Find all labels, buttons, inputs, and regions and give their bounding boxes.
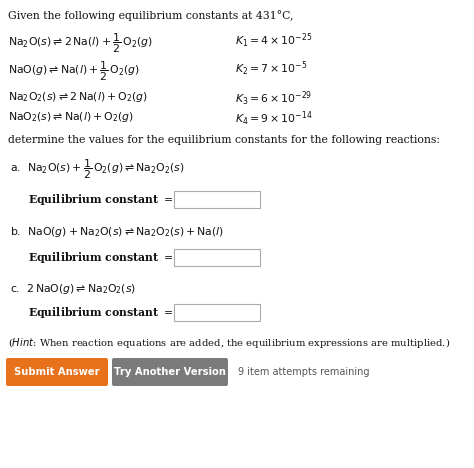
FancyBboxPatch shape	[6, 358, 108, 386]
Text: ($\mathit{Hint}$: When reaction equations are added, the equilibrium expressions: ($\mathit{Hint}$: When reaction equation…	[8, 336, 450, 350]
Text: 9 item attempts remaining: 9 item attempts remaining	[238, 367, 370, 377]
Text: $\mathrm{Na_2O_2}(s) \rightleftharpoons 2\,\mathrm{Na}(l) + \mathrm{O_2}(g)$: $\mathrm{Na_2O_2}(s) \rightleftharpoons …	[8, 90, 148, 104]
Text: Given the following equilibrium constants at 431°C,: Given the following equilibrium constant…	[8, 10, 293, 21]
Text: $K_2 = 7 \times 10^{-5}$: $K_2 = 7 \times 10^{-5}$	[235, 60, 308, 79]
Text: c.  $2\,\mathrm{NaO}(g) \rightleftharpoons \mathrm{Na_2O_2}(s)$: c. $2\,\mathrm{NaO}(g) \rightleftharpoon…	[10, 282, 136, 296]
Text: Equilibrium constant $=$: Equilibrium constant $=$	[28, 305, 173, 320]
Text: $\mathrm{Na_2O}(s) \rightleftharpoons 2\,\mathrm{Na}(l) + \dfrac{1}{2}\,\mathrm{: $\mathrm{Na_2O}(s) \rightleftharpoons 2\…	[8, 32, 153, 55]
Text: $\mathrm{NaO_2}(s) \rightleftharpoons \mathrm{Na}(l) + \mathrm{O_2}(g)$: $\mathrm{NaO_2}(s) \rightleftharpoons \m…	[8, 110, 134, 124]
FancyBboxPatch shape	[174, 304, 261, 321]
Text: Submit Answer: Submit Answer	[14, 367, 100, 377]
Text: Equilibrium constant $=$: Equilibrium constant $=$	[28, 250, 173, 265]
Text: $K_3 = 6 \times 10^{-29}$: $K_3 = 6 \times 10^{-29}$	[235, 90, 312, 109]
Text: Equilibrium constant $=$: Equilibrium constant $=$	[28, 192, 173, 207]
FancyBboxPatch shape	[174, 190, 261, 207]
FancyBboxPatch shape	[174, 249, 261, 265]
Text: a.  $\mathrm{Na_2O}(s) + \dfrac{1}{2}\,\mathrm{O_2}(g) \rightleftharpoons \mathr: a. $\mathrm{Na_2O}(s) + \dfrac{1}{2}\,\m…	[10, 158, 185, 182]
FancyBboxPatch shape	[112, 358, 228, 386]
Text: $K_4 = 9 \times 10^{-14}$: $K_4 = 9 \times 10^{-14}$	[235, 110, 312, 128]
Text: b.  $\mathrm{NaO}(g) + \mathrm{Na_2O}(s) \rightleftharpoons \mathrm{Na_2O_2}(s) : b. $\mathrm{NaO}(g) + \mathrm{Na_2O}(s) …	[10, 225, 224, 239]
Text: Try Another Version: Try Another Version	[114, 367, 226, 377]
Text: $K_1 = 4 \times 10^{-25}$: $K_1 = 4 \times 10^{-25}$	[235, 32, 312, 51]
Text: $\mathrm{NaO}(g) \rightleftharpoons \mathrm{Na}(l) + \dfrac{1}{2}\,\mathrm{O_2}(: $\mathrm{NaO}(g) \rightleftharpoons \mat…	[8, 60, 140, 83]
Text: determine the values for the equilibrium constants for the following reactions:: determine the values for the equilibrium…	[8, 135, 440, 145]
